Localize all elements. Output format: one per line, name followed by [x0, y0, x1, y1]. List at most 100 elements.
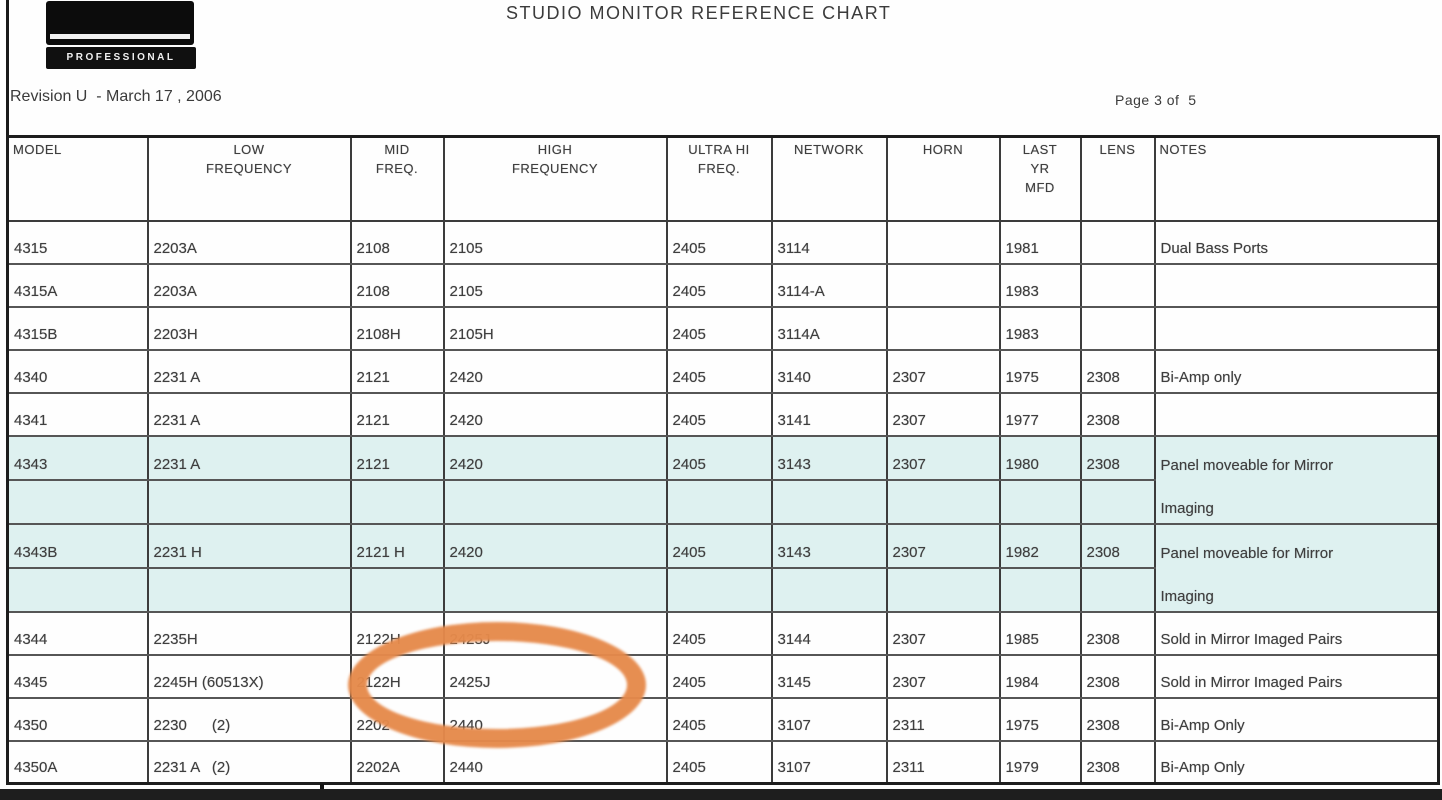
notes-line: Imaging — [1160, 587, 1214, 605]
table-cell: 3143 — [770, 434, 888, 481]
jbl-logo-stripe — [50, 34, 190, 39]
table-cell: Dual Bass Ports — [1153, 219, 1440, 265]
jbl-logo — [46, 1, 194, 45]
table-cell — [885, 566, 1001, 613]
model-cell: 4315 — [6, 219, 149, 265]
table-cell: 1975 — [998, 348, 1082, 394]
table-cell: 2307 — [885, 348, 1001, 394]
table-cell: 2231 A (2) — [146, 739, 352, 785]
table-cell: 1979 — [998, 739, 1082, 785]
table-cell: 1981 — [998, 219, 1082, 265]
table-cell: 1984 — [998, 653, 1082, 699]
table-body: 4315 2203A 2108 2105 2405 3114 1981 Dual Bass P… — [6, 219, 1440, 785]
table-cell — [1153, 391, 1440, 437]
column-header-mid-freq: MID FREQ. — [349, 135, 445, 222]
table-row: 4315 2203A 2108 2105 2405 3114 1981 Dual Bass P… — [6, 219, 1440, 265]
model-cell: 4343B — [6, 522, 149, 569]
highlight-ellipse-annotation — [348, 622, 646, 748]
column-header-lens: LENS — [1079, 135, 1156, 222]
table-cell: 3145 — [770, 653, 888, 699]
table-cell: 1980 — [998, 434, 1082, 481]
table-cell: 2405 — [665, 653, 773, 699]
table-row — [6, 478, 1439, 525]
table-cell: Sold in Mirror Imaged Pairs — [1153, 610, 1440, 656]
revision-line: Revision U - March 17 , 2006 — [10, 88, 222, 105]
table-cell: Bi-Amp Only — [1153, 696, 1440, 742]
column-header-ultra-hi-freq: ULTRA HI FREQ. — [665, 135, 773, 222]
table-cell: 2405 — [665, 696, 773, 742]
table-cell: 2121 — [349, 434, 445, 481]
table-cell: 2307 — [885, 522, 1001, 569]
table-cell: 3141 — [770, 391, 888, 437]
table-cell: 3107 — [770, 696, 888, 742]
table-cell — [665, 478, 773, 525]
model-cell: 4315A — [6, 262, 149, 308]
column-header-model: MODEL — [6, 135, 149, 222]
table-cell: 2307 — [885, 610, 1001, 656]
table-cell — [146, 566, 352, 613]
table-cell: 2230 (2) — [146, 696, 352, 742]
table-cell: 2231 A — [146, 391, 352, 437]
table-cell: 2203A — [146, 219, 352, 265]
table-cell: 2405 — [665, 305, 773, 351]
table-cell: Bi-Amp Only — [1153, 739, 1440, 785]
table-cell: 2108 — [349, 219, 445, 265]
table-cell: 3114-A — [770, 262, 888, 308]
column-header-last-yr-mfd: LAST YR MFD — [998, 135, 1082, 222]
table-cell — [770, 478, 888, 525]
table-row: 4315A 2203A 2108 2105 2405 3114-A 1983 — [6, 262, 1440, 308]
table-cell: 2405 — [665, 522, 773, 569]
table-cell: 2202A — [349, 739, 445, 785]
table-cell — [665, 566, 773, 613]
table-cell: 3140 — [770, 348, 888, 394]
model-cell: 4344 — [6, 610, 149, 656]
model-cell — [6, 478, 149, 525]
table-cell: 2308 — [1079, 610, 1156, 656]
table-cell — [770, 566, 888, 613]
table-cell: 2307 — [885, 434, 1001, 481]
table-cell — [442, 478, 668, 525]
column-header-notes: NOTES — [1153, 135, 1440, 222]
table-cell: Panel moveable for Mirror Imaging — [1153, 434, 1440, 525]
table-cell: 1985 — [998, 610, 1082, 656]
notes-line: Imaging — [1160, 499, 1214, 517]
table-row: 4343B 2231 H 2121 H 2420 2405 3143 2307 1982 230… — [6, 522, 1440, 613]
table-cell: 2405 — [665, 739, 773, 785]
table-cell: Panel moveable for Mirror Imaging — [1153, 522, 1440, 613]
scan-artifact-notch — [320, 784, 324, 790]
table-cell: 1983 — [998, 262, 1082, 308]
table-row: 4345 2245H (60513X) 2122H 2425J 2405 3145 2307… — [6, 653, 1440, 699]
column-header-horn: HORN — [885, 135, 1001, 222]
table-cell: 2235H — [146, 610, 352, 656]
table-cell: 3143 — [770, 522, 888, 569]
table-row: 4341 2231 A 2121 2420 2405 3141 2307 1977 2308 — [6, 391, 1440, 437]
table-cell — [998, 566, 1082, 613]
table-cell: 1975 — [998, 696, 1082, 742]
page-title: STUDIO MONITOR REFERENCE CHART — [506, 3, 892, 23]
table-cell — [1079, 262, 1156, 308]
table-cell — [1079, 305, 1156, 351]
table-row: 4315B 2203H 2108H 2105H 2405 3114A 1983 — [6, 305, 1440, 351]
model-cell: 4315B — [6, 305, 149, 351]
model-cell: 4341 — [6, 391, 149, 437]
table-cell: 2245H (60513X) — [146, 653, 352, 699]
table-cell: 2308 — [1079, 653, 1156, 699]
table-cell — [885, 219, 1001, 265]
table-cell: 2308 — [1079, 348, 1156, 394]
table-cell: 2308 — [1079, 391, 1156, 437]
table-row: 4344 2235H 2122H 2425J 2405 3144 2307 1985 2308 S… — [6, 610, 1440, 656]
table-cell — [1079, 478, 1156, 525]
model-cell: 4350 — [6, 696, 149, 742]
table-cell: 2105H — [442, 305, 668, 351]
table-cell: 2311 — [885, 739, 1001, 785]
table-cell: 1977 — [998, 391, 1082, 437]
table-cell: 2231 A — [146, 434, 352, 481]
table-cell: 2405 — [665, 348, 773, 394]
table-cell: 2405 — [665, 391, 773, 437]
table-row: 4343 2231 A 2121 2420 2405 3143 2307 1980 2308 Pa… — [6, 434, 1440, 525]
table-cell: 2405 — [665, 610, 773, 656]
model-cell: 4350A — [6, 739, 149, 785]
table-cell — [1079, 566, 1156, 613]
table-cell: 2420 — [442, 391, 668, 437]
